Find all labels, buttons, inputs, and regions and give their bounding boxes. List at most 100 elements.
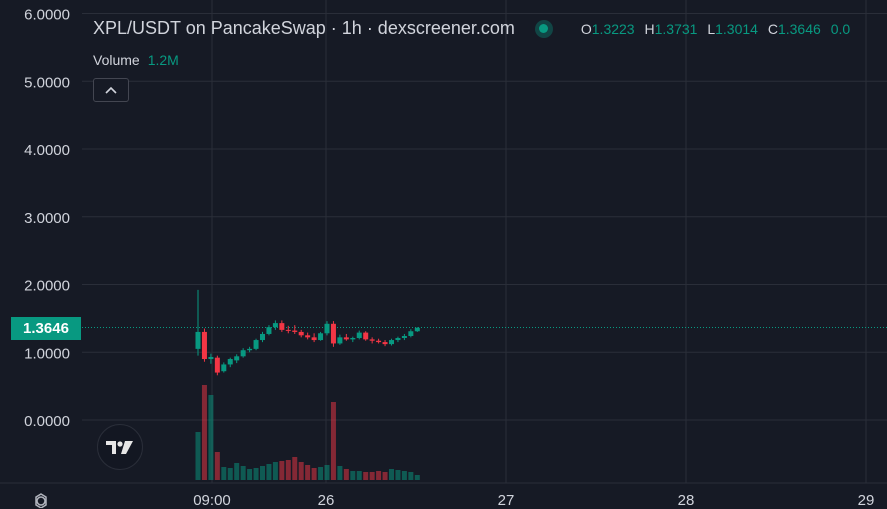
volume-bar [337, 466, 343, 480]
volume-bar [369, 472, 375, 480]
volume-bar [305, 465, 311, 480]
volume-bar [408, 472, 414, 480]
candle-body [311, 337, 317, 341]
ohlc-low-key: L [707, 20, 716, 37]
candle-body [343, 337, 349, 340]
volume-bar [266, 464, 272, 480]
y-tick-label: 0.0000 [24, 413, 70, 430]
candle-body [330, 323, 336, 344]
ohlc-close-key: C [767, 20, 778, 37]
volume-bar [389, 469, 394, 480]
chevron-up-icon [105, 86, 117, 94]
ohlc-low-value: 1.3014 [715, 20, 758, 37]
volume-bar [414, 475, 420, 480]
volume-bar [201, 385, 207, 480]
volume-bar [279, 461, 285, 480]
volume-bar [214, 452, 220, 480]
volume-bar [376, 471, 382, 480]
volume-bar [298, 462, 304, 480]
candle-body [369, 339, 375, 341]
volume-bar [227, 468, 233, 480]
volume-bar [382, 472, 388, 480]
volume-bar [330, 402, 336, 480]
volume-bar [356, 471, 362, 480]
x-tick-label: 26 [318, 492, 335, 509]
candles [195, 289, 420, 376]
volume-bar [285, 460, 291, 480]
y-tick-label: 6.0000 [24, 7, 70, 24]
candle-body [298, 331, 304, 336]
candle-body [260, 333, 265, 341]
current-price-tag: 1.3646 [11, 317, 81, 340]
volume-bar [311, 468, 317, 480]
candle-body [401, 335, 407, 339]
chart-legend: XPL/USDT on PancakeSwap · 1h · dexscreen… [93, 18, 850, 39]
candle-body [227, 359, 233, 365]
volume-bar [240, 466, 246, 480]
volume-bar [324, 465, 330, 480]
volume-bar [195, 432, 201, 480]
candle-body [234, 356, 240, 361]
y-tick-label: 1.0000 [24, 345, 70, 362]
volume-bar [260, 466, 265, 480]
candle-body [214, 357, 220, 373]
volume-bars [195, 385, 420, 480]
candle-body [272, 323, 278, 328]
candle-body [363, 332, 369, 340]
candle-body [376, 340, 382, 343]
live-dot-icon [534, 19, 553, 38]
y-tick-label: 3.0000 [24, 210, 70, 227]
candle-body [395, 338, 401, 341]
candle-body [279, 323, 285, 330]
ohlc-values: O1.3223 H1.3731 L1.3014 C1.3646 0.0 [575, 21, 850, 37]
candle-body [389, 340, 394, 345]
chart-grid [0, 0, 887, 484]
tradingview-logo-icon[interactable] [97, 424, 143, 470]
volume-bar [350, 471, 356, 480]
volume-bar [234, 463, 240, 480]
volume-bar [343, 469, 349, 480]
x-tick-label: 28 [678, 492, 695, 509]
candle-body [195, 331, 201, 349]
volume-bar [253, 468, 259, 480]
settings-gear-icon[interactable] [30, 490, 52, 508]
candle-body [350, 338, 356, 340]
volume-bar [292, 457, 298, 480]
candle-body [356, 332, 362, 339]
volume-bar [208, 395, 214, 480]
candle-body [253, 340, 259, 349]
y-tick-label: 2.0000 [24, 278, 70, 295]
candle-body [337, 337, 343, 344]
volume-bar [395, 470, 401, 480]
candle-body [382, 342, 388, 345]
x-tick-label: 27 [498, 492, 515, 509]
ohlc-open-value: 1.3223 [591, 20, 635, 37]
volume-bar [401, 471, 407, 480]
candle-body [318, 333, 324, 341]
volume-value: 1.2M [147, 52, 179, 68]
y-axis-labels: 6.0000 5.0000 4.0000 3.0000 2.0000 1.0000 0.00… [24, 7, 70, 431]
candle-body [201, 331, 207, 360]
volume-legend: Volume 1.2M [93, 52, 179, 68]
candle-body [221, 364, 227, 372]
volume-bar [272, 462, 278, 480]
candle-body [408, 331, 414, 336]
collapse-legend-button[interactable] [93, 78, 129, 102]
candle-body [240, 350, 246, 357]
x-axis-labels: 09:00 26 27 28 29 [193, 492, 874, 509]
candle-body [247, 348, 253, 351]
chart-title: XPL/USDT on PancakeSwap · 1h · dexscreen… [93, 18, 515, 38]
y-tick-label: 4.0000 [24, 142, 70, 159]
ohlc-high-value: 1.3731 [654, 20, 698, 37]
candle-body [292, 330, 298, 332]
ohlc-close-value: 1.3646 [777, 20, 821, 37]
candle-body [285, 329, 291, 331]
y-tick-label: 5.0000 [24, 74, 70, 91]
volume-bar [318, 467, 324, 480]
candle-body [414, 327, 420, 332]
candle-body [324, 323, 330, 334]
candle-body [266, 327, 272, 334]
ohlc-high-key: H [644, 20, 655, 37]
x-tick-label: 09:00 [193, 492, 231, 509]
